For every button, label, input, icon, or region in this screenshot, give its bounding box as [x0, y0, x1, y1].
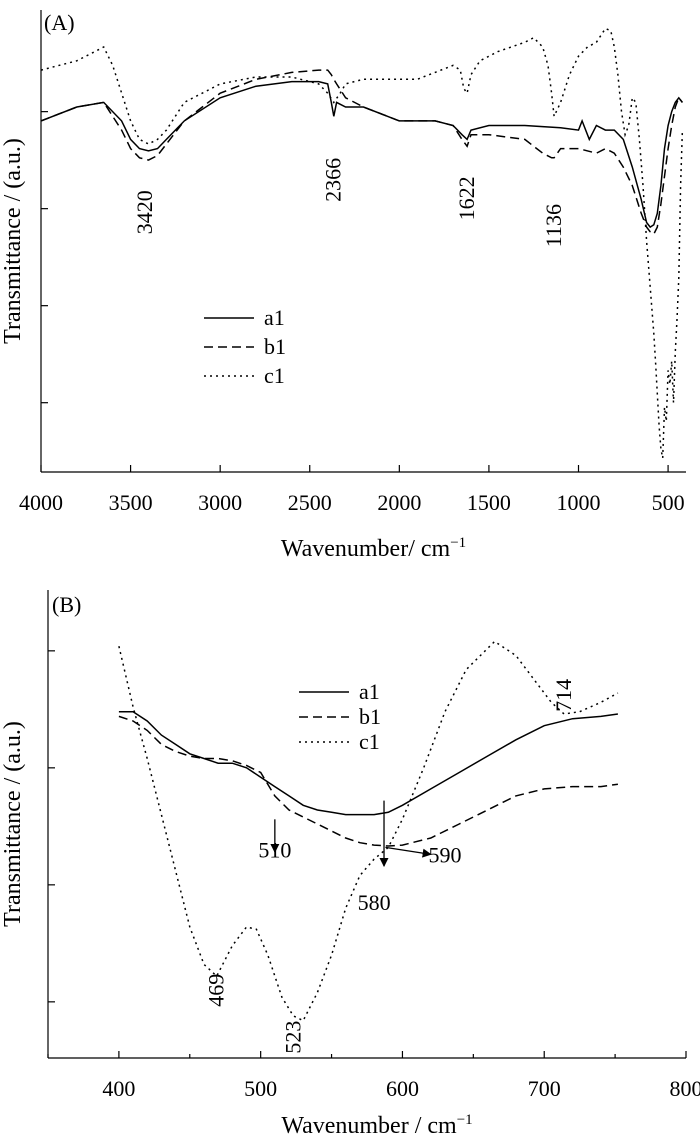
x-tick-label: 500	[652, 490, 685, 515]
x-tick-label: 2000	[377, 490, 421, 515]
annotation-label: 3420	[132, 190, 157, 234]
annotation-label: 1136	[541, 204, 566, 247]
annotation-arrow	[385, 846, 432, 858]
x-tick-label: 800	[670, 1076, 700, 1101]
y-axis-title: Transmittance / (a.u.)	[0, 138, 26, 344]
x-tick-label: 3000	[198, 490, 242, 515]
x-tick-label: 500	[244, 1076, 277, 1101]
chart-panel-a: 4000 3500 3000 2500 2000 1500 1000 500 (A) Wavenu…	[0, 10, 686, 562]
x-tick-label: 1500	[467, 490, 511, 515]
legend-label-c1: c1	[359, 729, 380, 754]
annotation-label: 510	[258, 837, 291, 862]
x-tick-label: 700	[528, 1076, 561, 1101]
annotation-label: 580	[358, 890, 391, 915]
annotation-label: 469	[204, 974, 229, 1007]
x-axis-title-main: Wavenumber/ cm	[281, 536, 451, 562]
legend-label-a1: a1	[359, 679, 380, 704]
annotation-label: 523	[280, 1021, 305, 1054]
x-axis-title: Wavenumber/ cm−1	[281, 535, 466, 562]
series-line-a1	[41, 80, 683, 229]
x-tick-label: 2500	[288, 490, 332, 515]
x-tick-label: 1000	[557, 490, 601, 515]
series-line-b1	[41, 69, 683, 236]
annotation-label: 1622	[454, 176, 479, 220]
annotation-label: 714	[551, 679, 576, 712]
legend-label-b1: b1	[264, 334, 286, 359]
x-tick-label: 3500	[109, 490, 153, 515]
x-axis-title-main: Wavenumber / cm	[281, 1113, 457, 1139]
legend-label-a1: a1	[264, 305, 285, 330]
x-tick-label: 600	[386, 1076, 419, 1101]
series-line-a1	[118, 710, 619, 816]
x-axis-title: Wavenumber / cm−1	[281, 1112, 472, 1139]
panel-label: (A)	[44, 10, 75, 35]
x-tick-label: 400	[102, 1076, 135, 1101]
legend-label-c1: c1	[264, 363, 285, 388]
panel-label: (B)	[52, 592, 81, 617]
x-tick-label: 4000	[19, 490, 63, 515]
annotation-label: 590	[429, 842, 462, 867]
x-axis-title-superscript: −1	[457, 1112, 473, 1128]
series-line-b1	[118, 715, 619, 847]
chart-panel-b: 400 500 600 700 800 (B) Wavenumber / cm−1 Trans…	[0, 590, 700, 1139]
y-axis-title: Transmittance / (a.u.)	[0, 721, 26, 927]
legend-label-b1: b1	[359, 704, 381, 729]
series-line-c1	[41, 27, 684, 459]
x-axis-title-superscript: −1	[450, 535, 466, 551]
annotation-label: 2366	[321, 158, 346, 202]
